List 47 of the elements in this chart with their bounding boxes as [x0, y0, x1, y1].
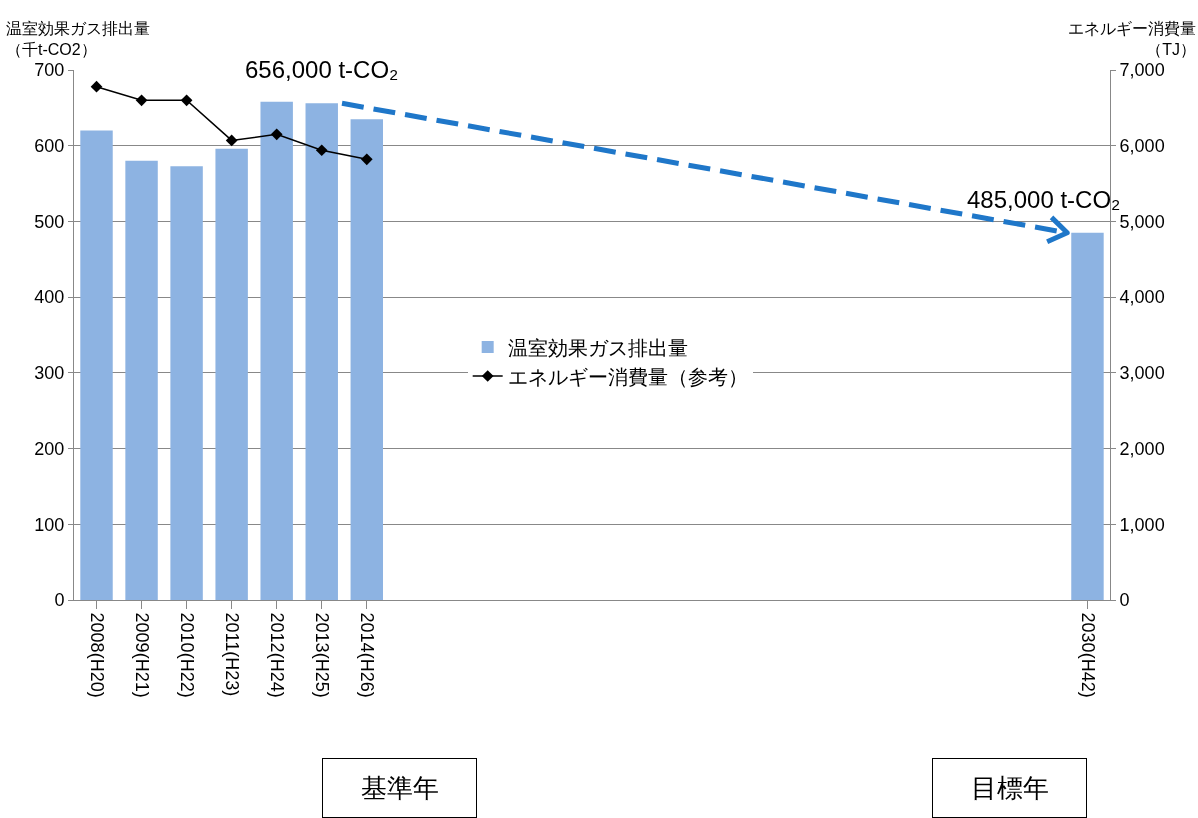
legend-label: エネルギー消費量（参考）: [507, 365, 748, 388]
y-tick-label: 700: [34, 60, 65, 81]
y2-tick-label: 5,000: [1119, 211, 1165, 232]
y-tick-label: 100: [34, 514, 65, 535]
y-axis-title: 温室効果ガス排出量（千t-CO2）: [6, 20, 150, 58]
point: [360, 153, 373, 166]
y-tick-label: 300: [34, 363, 65, 384]
x-tick-label: 2010(H22): [176, 612, 197, 698]
point: [135, 94, 148, 107]
bar: [305, 103, 338, 600]
y2-tick-label: 6,000: [1119, 136, 1165, 157]
bar: [260, 101, 293, 600]
bar: [350, 119, 383, 600]
point: [180, 94, 193, 107]
annotation: 485,000 t-CO₂: [967, 186, 1121, 213]
bar: [215, 148, 248, 600]
point: [225, 134, 238, 147]
y2-tick-label: 2,000: [1119, 438, 1165, 459]
y-tick-label: 400: [34, 287, 65, 308]
y-tick-label: 500: [34, 211, 65, 232]
bar: [170, 166, 203, 600]
y2-tick-label: 4,000: [1119, 287, 1165, 308]
x-tick-label: 2014(H26): [356, 612, 377, 698]
y-tick-label: 0: [54, 590, 65, 611]
point: [270, 128, 283, 141]
y2-tick-label: 0: [1119, 590, 1130, 611]
point: [315, 144, 328, 157]
x-tick-label: 2012(H24): [266, 612, 287, 698]
y2-tick-label: 1,000: [1119, 514, 1165, 535]
point: [90, 80, 103, 93]
bar: [1071, 232, 1104, 600]
y2-axis-title: エネルギー消費量（TJ）: [1068, 20, 1196, 58]
text: 基準年: [360, 773, 439, 803]
text: 目標年: [970, 773, 1049, 803]
bar: [80, 130, 113, 600]
x-tick-label: 2011(H23): [221, 612, 242, 697]
annotation: 656,000 t-CO₂: [245, 56, 399, 83]
bar: [125, 160, 158, 600]
x-tick-label: 2009(H21): [131, 612, 152, 698]
y-tick-label: 200: [34, 438, 65, 459]
y2-tick-label: 7,000: [1119, 60, 1165, 81]
x-tick-label: 2008(H20): [86, 612, 107, 698]
y2-tick-label: 3,000: [1119, 363, 1165, 384]
x-tick-label: 2030(H42): [1077, 612, 1098, 698]
x-tick-label: 2013(H25): [311, 612, 332, 698]
legend-label: 温室効果ガス排出量: [507, 336, 688, 359]
y-tick-label: 600: [34, 136, 65, 157]
